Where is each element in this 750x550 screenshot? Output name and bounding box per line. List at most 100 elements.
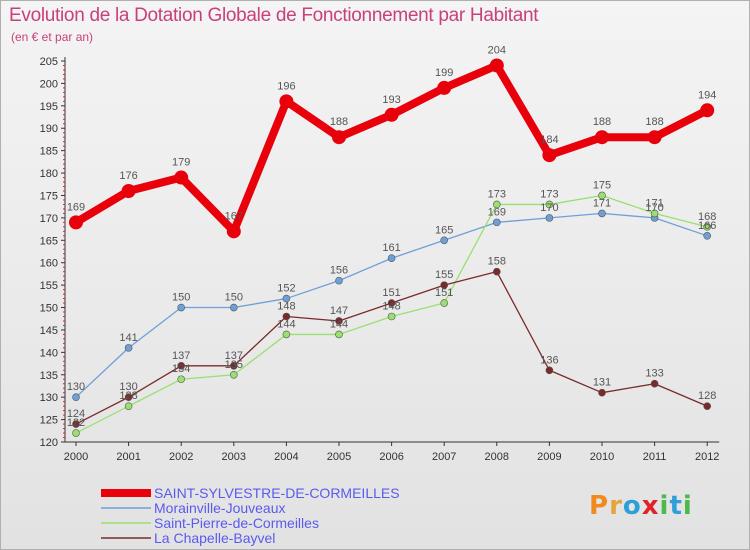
data-label-saint-pierre-de-cormeilles: 173: [540, 188, 558, 200]
x-tick-label: 2003: [222, 451, 246, 463]
data-label-saint-pierre-de-cormeilles: 128: [119, 390, 137, 402]
data-label-saint-sylvestre-de-cormeilles: 176: [119, 170, 137, 182]
data-label-la-chapelle-bayvel: 158: [488, 256, 506, 268]
data-point-morainville-jouveaux: [72, 393, 80, 401]
data-point-morainville-jouveaux: [335, 276, 343, 285]
data-label-la-chapelle-bayvel: 128: [698, 390, 716, 402]
data-label-saint-sylvestre-de-cormeilles: 184: [540, 134, 558, 146]
data-label-saint-sylvestre-de-cormeilles: 179: [172, 157, 190, 169]
series-points: [69, 58, 715, 437]
data-point-la-chapelle-bayvel: [124, 393, 133, 401]
data-point-saint-sylvestre-de-cormeilles: [647, 130, 662, 145]
data-point-saint-sylvestre-de-cormeilles: [437, 80, 452, 95]
data-point-saint-pierre-de-cormeilles: [492, 200, 501, 209]
data-label-morainville-jouveaux: 171: [593, 197, 611, 209]
data-point-saint-sylvestre-de-cormeilles: [542, 148, 557, 163]
proxiti-logo: Proxiti: [589, 491, 693, 521]
logo-letter: x: [641, 491, 660, 521]
data-label-saint-pierre-de-cormeilles: 151: [435, 287, 453, 299]
data-point-saint-pierre-de-cormeilles: [440, 299, 449, 307]
y-tick-label: 190: [40, 123, 58, 135]
y-tick-label: 135: [40, 370, 58, 382]
data-point-saint-sylvestre-de-cormeilles: [384, 107, 399, 122]
data-label-saint-sylvestre-de-cormeilles: 196: [277, 80, 295, 92]
chart-subtitle: (en € et par an): [11, 30, 94, 44]
data-label-saint-pierre-de-cormeilles: 168: [698, 211, 716, 223]
x-tick-label: 2000: [64, 451, 88, 463]
data-point-la-chapelle-bayvel: [650, 379, 659, 388]
data-label-saint-sylvestre-de-cormeilles: 204: [488, 44, 506, 56]
legend-label-morainville-jouveaux: Morainville-Jouveaux: [154, 500, 286, 516]
data-point-la-chapelle-bayvel: [72, 420, 80, 428]
x-tick-label: 2006: [379, 451, 403, 463]
data-point-saint-pierre-de-cormeilles: [598, 191, 606, 200]
y-tick-label: 205: [40, 56, 58, 68]
data-point-saint-sylvestre-de-cormeilles: [69, 215, 83, 230]
data-point-morainville-jouveaux: [492, 218, 501, 227]
data-label-saint-pierre-de-cormeilles: 171: [645, 197, 663, 209]
logo-letter: i: [659, 491, 670, 521]
y-tick-label: 125: [40, 415, 58, 427]
logo-letter: o: [622, 491, 642, 521]
y-tick-label: 145: [40, 325, 58, 337]
y-tick-label: 130: [40, 392, 58, 404]
data-label-saint-sylvestre-de-cormeilles: 188: [645, 116, 663, 128]
data-label-la-chapelle-bayvel: 133: [645, 368, 663, 380]
x-tick-label: 2008: [485, 451, 509, 463]
logo-letter: P: [589, 491, 610, 521]
x-tick-label: 2001: [116, 451, 140, 463]
logo-letter: r: [609, 491, 623, 521]
data-point-saint-sylvestre-de-cormeilles: [226, 224, 241, 239]
data-point-morainville-jouveaux: [545, 214, 554, 222]
data-point-morainville-jouveaux: [387, 254, 396, 263]
data-label-morainville-jouveaux: 152: [277, 283, 295, 295]
data-label-la-chapelle-bayvel: 147: [330, 305, 348, 317]
data-label-morainville-jouveaux: 156: [330, 265, 348, 277]
data-label-saint-sylvestre-de-cormeilles: 199: [435, 67, 453, 79]
axes: 120 125 130 135 140 145 150 155 160 165 170 175 180 1…: [40, 56, 720, 463]
x-tick-label: 2009: [537, 451, 561, 463]
data-point-la-chapelle-bayvel: [492, 267, 501, 276]
data-point-saint-pierre-de-cormeilles: [230, 370, 238, 379]
y-tick-label: 195: [40, 101, 58, 113]
x-tick-label: 2004: [274, 451, 298, 463]
data-point-saint-sylvestre-de-cormeilles: [489, 58, 504, 73]
data-label-saint-sylvestre-de-cormeilles: 169: [67, 201, 85, 213]
data-point-saint-sylvestre-de-cormeilles: [174, 170, 189, 185]
y-tick-label: 185: [40, 146, 58, 158]
data-label-morainville-jouveaux: 170: [540, 202, 558, 214]
y-tick-label: 120: [40, 437, 58, 449]
data-point-saint-sylvestre-de-cormeilles: [332, 130, 346, 145]
data-point-saint-pierre-de-cormeilles: [177, 375, 185, 384]
data-label-la-chapelle-bayvel: 137: [225, 350, 243, 362]
legend-label-saint-sylvestre-de-cormeilles: SAINT-SYLVESTRE-DE-CORMEILLES: [154, 485, 400, 501]
data-point-la-chapelle-bayvel: [545, 366, 554, 375]
data-point-saint-sylvestre-de-cormeilles: [279, 94, 294, 109]
data-point-saint-pierre-de-cormeilles: [387, 312, 396, 321]
data-point-la-chapelle-bayvel: [387, 299, 396, 307]
data-label-morainville-jouveaux: 166: [698, 220, 716, 232]
logo-letter: i: [682, 491, 693, 521]
data-point-saint-pierre-de-cormeilles: [650, 209, 659, 218]
data-label-la-chapelle-bayvel: 155: [435, 269, 453, 281]
data-label-morainville-jouveaux: 165: [435, 224, 453, 236]
data-label-saint-pierre-de-cormeilles: 175: [593, 179, 611, 191]
x-tick-label: 2012: [695, 451, 719, 463]
data-point-morainville-jouveaux: [598, 209, 606, 218]
data-label-la-chapelle-bayvel: 130: [119, 381, 137, 393]
data-point-saint-sylvestre-de-cormeilles: [595, 130, 609, 145]
data-label-saint-sylvestre-de-cormeilles: 167: [225, 210, 243, 222]
legend-label-la-chapelle-bayvel: La Chapelle-Bayvel: [154, 530, 275, 546]
data-label-la-chapelle-bayvel: 124: [67, 408, 85, 420]
data-point-saint-pierre-de-cormeilles: [545, 200, 554, 209]
x-tick-label: 2007: [432, 451, 456, 463]
data-point-la-chapelle-bayvel: [177, 361, 185, 370]
data-point-morainville-jouveaux: [230, 303, 238, 312]
data-point-saint-pierre-de-cormeilles: [282, 330, 291, 339]
data-label-morainville-jouveaux: 150: [225, 292, 243, 304]
data-label-morainville-jouveaux: 161: [382, 242, 400, 254]
data-point-morainville-jouveaux: [282, 294, 291, 303]
